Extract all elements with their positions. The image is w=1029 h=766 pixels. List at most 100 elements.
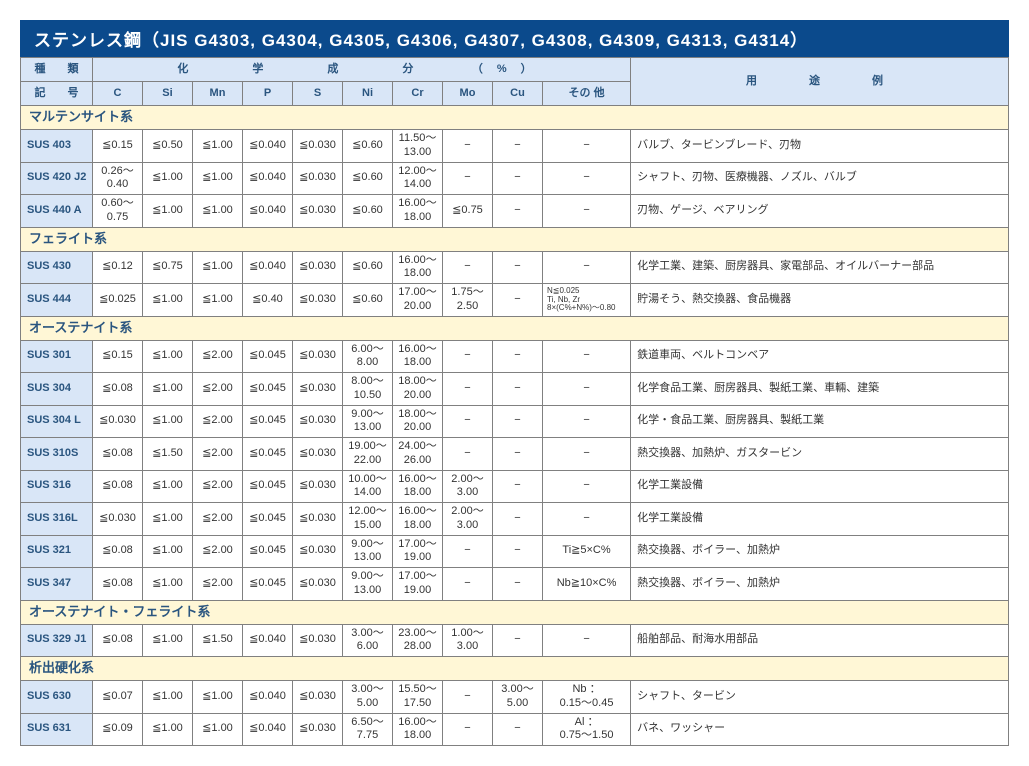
- table-row: SUS 420 J20.26〜 0.40≦1.00≦1.00≦0.040≦0.0…: [21, 162, 1009, 195]
- chem-cell: ≦0.15: [93, 130, 143, 163]
- chem-cell: ≦0.60: [343, 162, 393, 195]
- chem-cell: ≦2.00: [193, 470, 243, 503]
- chem-cell: 16.00〜 18.00: [393, 503, 443, 536]
- chem-cell: 9.00〜 13.00: [343, 535, 393, 568]
- chem-cell: ≦1.00: [143, 681, 193, 714]
- chem-cell: ≦2.00: [193, 568, 243, 601]
- chem-cell: ≦1.00: [143, 503, 193, 536]
- table-row: SUS 347≦0.08≦1.00≦2.00≦0.045≦0.0309.00〜 …: [21, 568, 1009, 601]
- use-cell: 熱交換器、ボイラー、加熱炉: [631, 568, 1009, 601]
- chem-cell: −: [493, 535, 543, 568]
- chem-cell: ≦1.00: [143, 624, 193, 657]
- grade-cell: SUS 440 A: [21, 195, 93, 228]
- use-cell: 熱交換器、ボイラー、加熱炉: [631, 535, 1009, 568]
- hdr-col-p: P: [243, 82, 293, 106]
- chem-cell: −: [493, 405, 543, 438]
- category-マルテンサイト系: マルテンサイト系: [21, 106, 1009, 130]
- chem-cell: ≦0.045: [243, 503, 293, 536]
- chem-cell: ≦0.08: [93, 470, 143, 503]
- chem-cell: ≦2.00: [193, 405, 243, 438]
- use-cell: 貯湯そう、熱交換器、食品機器: [631, 284, 1009, 317]
- chem-cell: ≦0.030: [93, 405, 143, 438]
- chem-cell: 16.00〜 18.00: [393, 713, 443, 746]
- use-cell: 化学工業設備: [631, 470, 1009, 503]
- table-row: SUS 304≦0.08≦1.00≦2.00≦0.045≦0.0308.00〜 …: [21, 373, 1009, 406]
- chem-cell: ≦1.50: [193, 624, 243, 657]
- chem-cell: ≦0.030: [93, 503, 143, 536]
- chem-cell: ≦0.030: [293, 535, 343, 568]
- chem-cell: Nb≧10×C%: [543, 568, 631, 601]
- chem-cell: ≦0.045: [243, 405, 293, 438]
- grade-cell: SUS 316: [21, 470, 93, 503]
- chem-cell: −: [493, 470, 543, 503]
- chem-cell: −: [543, 438, 631, 471]
- chem-cell: −: [443, 251, 493, 284]
- chem-cell: ≦1.00: [143, 284, 193, 317]
- chem-cell: −: [543, 624, 631, 657]
- table-row: SUS 316L≦0.030≦1.00≦2.00≦0.045≦0.03012.0…: [21, 503, 1009, 536]
- chem-cell: −: [543, 340, 631, 373]
- chem-cell: ≦0.030: [293, 438, 343, 471]
- chem-cell: −: [543, 195, 631, 228]
- category-フェライト系: フェライト系: [21, 227, 1009, 251]
- chem-cell: ≦2.00: [193, 438, 243, 471]
- chem-cell: 19.00〜 22.00: [343, 438, 393, 471]
- chem-cell: 3.00〜 5.00: [343, 681, 393, 714]
- chem-cell: ≦0.60: [343, 130, 393, 163]
- hdr-col-c: C: [93, 82, 143, 106]
- chem-cell: 9.00〜 13.00: [343, 405, 393, 438]
- chem-cell: ≦0.60: [343, 195, 393, 228]
- chem-cell: ≦2.00: [193, 340, 243, 373]
- chem-cell: 2.00〜 3.00: [443, 470, 493, 503]
- chem-cell: ≦1.00: [143, 535, 193, 568]
- chem-cell: 6.00〜 8.00: [343, 340, 393, 373]
- chem-cell: ≦0.030: [293, 405, 343, 438]
- chem-cell: ≦0.030: [293, 340, 343, 373]
- use-cell: 鉄道車両、ベルトコンベア: [631, 340, 1009, 373]
- chem-cell: −: [493, 624, 543, 657]
- chem-cell: ≦0.030: [293, 251, 343, 284]
- chem-cell: −: [443, 438, 493, 471]
- chem-cell: −: [543, 251, 631, 284]
- hdr-col-s: S: [293, 82, 343, 106]
- chem-cell: 9.00〜 13.00: [343, 568, 393, 601]
- chem-cell: −: [493, 130, 543, 163]
- chem-cell: ≦1.00: [143, 568, 193, 601]
- chem-cell: 12.00〜 15.00: [343, 503, 393, 536]
- chem-cell: 3.00〜 5.00: [493, 681, 543, 714]
- use-cell: 刃物、ゲージ、ベアリング: [631, 195, 1009, 228]
- chem-cell: −: [493, 284, 543, 317]
- chem-cell: ≦0.030: [293, 470, 343, 503]
- chem-cell: ≦0.60: [343, 284, 393, 317]
- chem-cell: 0.26〜 0.40: [93, 162, 143, 195]
- chem-cell: ≦0.045: [243, 340, 293, 373]
- grade-cell: SUS 304: [21, 373, 93, 406]
- chem-cell: ≦0.045: [243, 470, 293, 503]
- chem-cell: −: [443, 373, 493, 406]
- chem-cell: 18.00〜 20.00: [393, 373, 443, 406]
- chem-cell: −: [493, 503, 543, 536]
- chem-cell: ≦1.00: [193, 284, 243, 317]
- chem-cell: 12.00〜 14.00: [393, 162, 443, 195]
- use-cell: 熱交換器、加熱炉、ガスタービン: [631, 438, 1009, 471]
- chem-cell: −: [443, 681, 493, 714]
- chem-cell: −: [543, 470, 631, 503]
- chem-cell: −: [443, 162, 493, 195]
- grade-cell: SUS 301: [21, 340, 93, 373]
- chem-cell: ≦0.030: [293, 373, 343, 406]
- chem-cell: 16.00〜 18.00: [393, 470, 443, 503]
- grade-cell: SUS 310S: [21, 438, 93, 471]
- use-cell: バルブ、タービンブレード、刃物: [631, 130, 1009, 163]
- hdr-col-si: Si: [143, 82, 193, 106]
- chem-cell: ≦1.00: [143, 405, 193, 438]
- chem-cell: ≦0.045: [243, 438, 293, 471]
- chem-cell: ≦0.040: [243, 130, 293, 163]
- chem-cell: ≦0.030: [293, 681, 343, 714]
- chem-cell: ≦1.00: [193, 130, 243, 163]
- chem-cell: −: [493, 340, 543, 373]
- chem-cell: ≦0.09: [93, 713, 143, 746]
- chem-cell: 0.60〜 0.75: [93, 195, 143, 228]
- chem-cell: −: [493, 713, 543, 746]
- hdr-chem: 化 学 成 分 （%）: [93, 58, 631, 82]
- category-析出硬化系: 析出硬化系: [21, 657, 1009, 681]
